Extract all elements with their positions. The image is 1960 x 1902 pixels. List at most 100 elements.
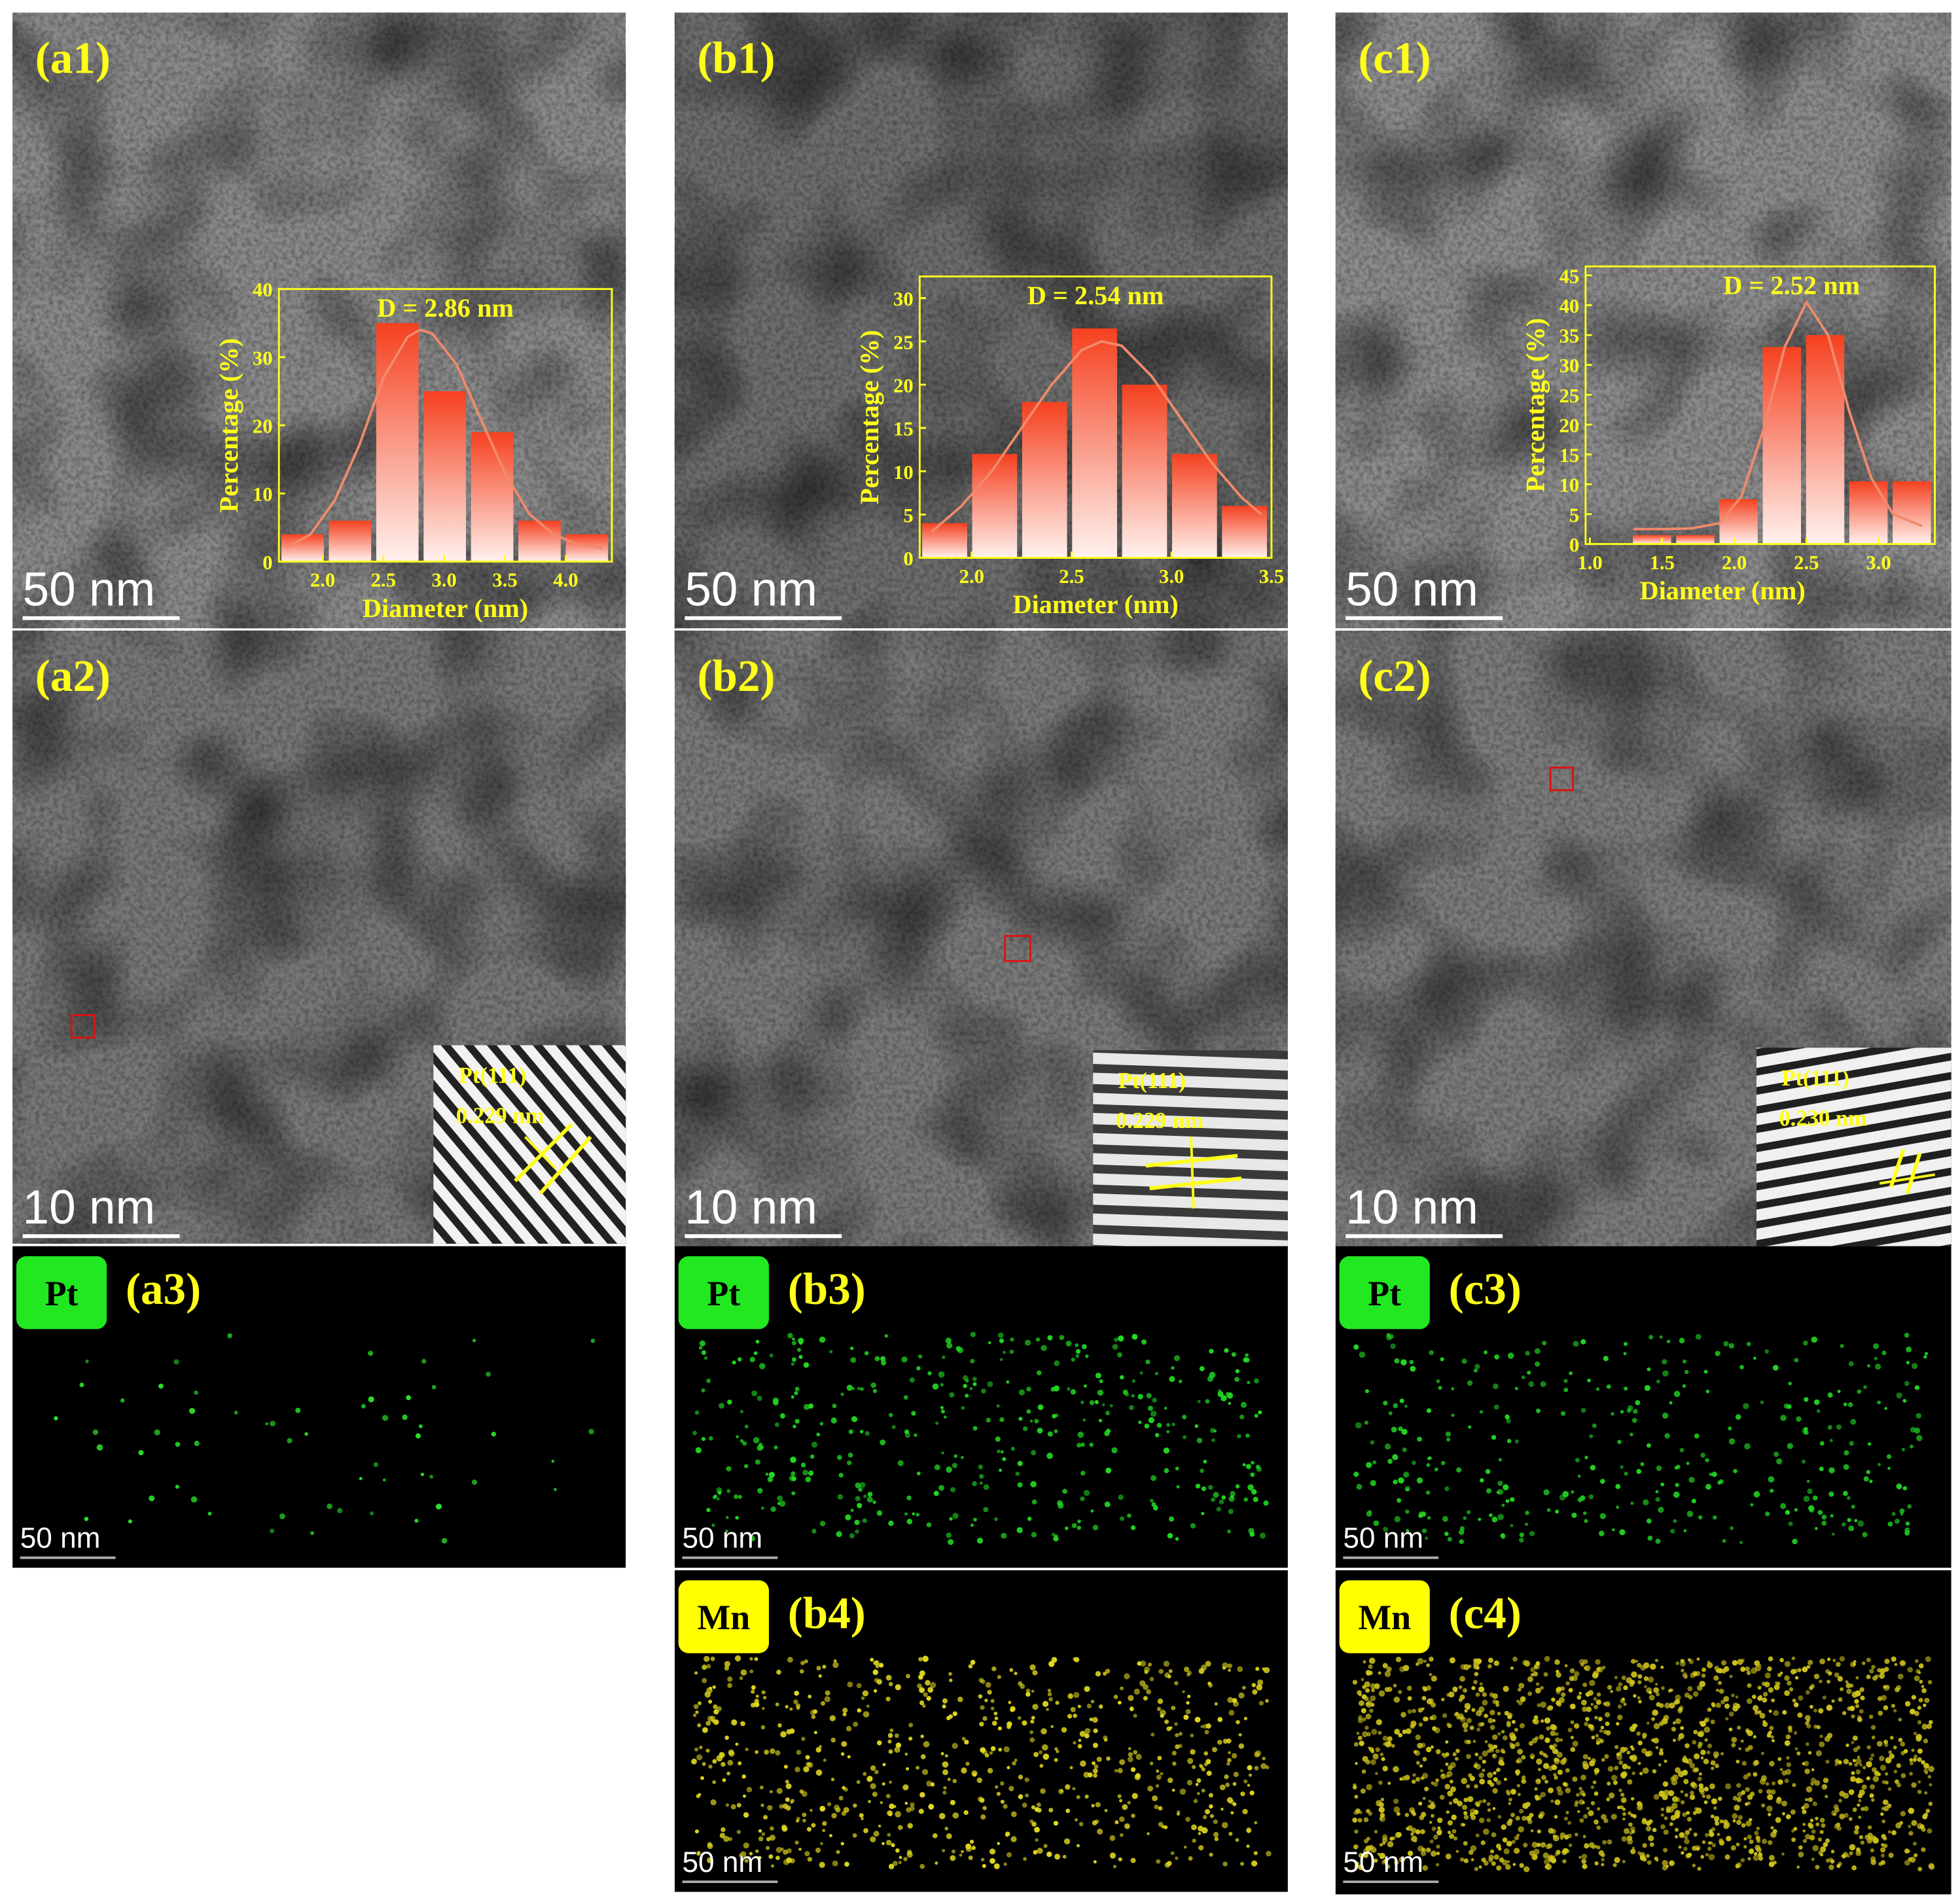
panel-label: (a1)	[35, 33, 111, 83]
eds-dot	[1663, 1714, 1669, 1721]
eds-dot	[120, 1398, 125, 1403]
eds-dot	[1133, 1750, 1138, 1755]
eds-dot	[1581, 1854, 1588, 1859]
eds-dot	[996, 1404, 1000, 1408]
eds-dot	[906, 1519, 913, 1524]
y-tick-label: 5	[1569, 504, 1579, 526]
eds-dot	[1468, 1773, 1472, 1778]
eds-dot	[1562, 1782, 1567, 1787]
eds-dot	[1435, 1778, 1440, 1782]
eds-dot	[848, 1429, 853, 1434]
eds-dot	[795, 1703, 801, 1708]
eds-dot	[727, 1683, 732, 1688]
eds-dot	[1555, 1750, 1559, 1753]
eds-dot	[1784, 1740, 1791, 1746]
eds-dot	[1083, 1384, 1087, 1388]
eds-dot	[1555, 1509, 1559, 1514]
eds-dot	[1511, 1840, 1516, 1844]
eds-dot	[1804, 1397, 1809, 1402]
eds-dot	[1531, 1738, 1538, 1744]
eds-dot	[1682, 1769, 1688, 1776]
eds-dot	[1684, 1793, 1688, 1797]
eds-dot	[1106, 1756, 1111, 1761]
eds-dot	[1554, 1659, 1560, 1665]
eds-dot	[1095, 1802, 1101, 1808]
eds-dot	[753, 1351, 758, 1356]
eds-dot	[707, 1716, 713, 1722]
eds-dot	[1032, 1670, 1038, 1676]
eds-dot	[885, 1674, 892, 1681]
eds-dot	[1222, 1738, 1228, 1744]
eds-dot	[963, 1384, 967, 1388]
eds-dot	[949, 1678, 953, 1682]
eds-dot	[1359, 1740, 1364, 1746]
eds-dot	[1792, 1783, 1796, 1788]
eds-dot	[1753, 1491, 1760, 1498]
eds-dot	[1429, 1656, 1434, 1662]
eds-dot	[1708, 1854, 1715, 1861]
eds-dot	[1669, 1401, 1673, 1405]
eds-dot	[1197, 1791, 1200, 1795]
eds-dot	[694, 1747, 699, 1752]
eds-dot	[1077, 1519, 1081, 1524]
eds-dot	[1029, 1664, 1036, 1671]
eds-dot	[1684, 1835, 1688, 1840]
eds-dot	[694, 1829, 700, 1834]
eds-dot	[1672, 1721, 1676, 1725]
eds-dot	[1884, 1659, 1890, 1664]
eds-dot	[780, 1731, 787, 1738]
eds-dot	[1152, 1398, 1158, 1403]
eds-dot	[1785, 1509, 1791, 1515]
eds-dot	[270, 1420, 276, 1427]
eds-dot	[1428, 1799, 1432, 1803]
eds-dot	[1768, 1861, 1775, 1867]
eds-dot	[1466, 1717, 1472, 1723]
eds-dot	[1803, 1495, 1810, 1502]
eds-dot	[1464, 1709, 1468, 1713]
eds-dot	[1857, 1389, 1862, 1394]
eds-dot	[1589, 1680, 1595, 1687]
eds-dot	[1717, 1480, 1722, 1485]
eds-dot	[1413, 1750, 1417, 1754]
eds-dot	[436, 1504, 442, 1509]
eds-dot	[1640, 1664, 1647, 1671]
eds-dot	[1777, 1797, 1781, 1801]
eds-dot	[1811, 1768, 1815, 1772]
eds-dot	[755, 1459, 760, 1465]
eds-dot	[1698, 1786, 1705, 1793]
eds-dot	[1917, 1789, 1922, 1794]
eds-dot	[906, 1850, 912, 1855]
eds-dot	[1633, 1409, 1638, 1414]
eds-dot	[1874, 1674, 1879, 1679]
eds-dot	[1434, 1727, 1440, 1734]
eds-dot	[1740, 1858, 1745, 1863]
eds-dot	[1355, 1422, 1362, 1429]
eds-dot	[1730, 1845, 1736, 1851]
eds-dot	[1756, 1839, 1761, 1843]
eds-dot	[1164, 1862, 1171, 1868]
eds-dot	[1380, 1797, 1385, 1802]
eds-dot	[1871, 1664, 1876, 1670]
eds-dot	[1862, 1532, 1868, 1538]
eds-dot	[743, 1464, 749, 1469]
eds-dot	[928, 1803, 935, 1810]
eds-dot	[1518, 1808, 1524, 1814]
eds-dot	[1613, 1863, 1617, 1867]
eds-dot	[1826, 1704, 1833, 1711]
eds-dot	[1764, 1672, 1771, 1679]
eds-dot	[1226, 1757, 1232, 1763]
eds-dot	[940, 1405, 944, 1409]
eds-dot	[1654, 1682, 1658, 1686]
scale-bar-label: 50 nm	[1343, 1846, 1423, 1878]
eds-dot	[952, 1711, 957, 1716]
eds-dot	[1528, 1740, 1534, 1746]
eds-dot	[1823, 1842, 1828, 1848]
eds-dot	[1514, 1769, 1521, 1775]
eds-dot	[1711, 1842, 1717, 1848]
eds-dot	[998, 1748, 1003, 1752]
eds-dot	[739, 1410, 743, 1414]
eds-dot	[1523, 1866, 1530, 1873]
eds-dot	[1400, 1712, 1406, 1718]
eds-dot	[1054, 1429, 1058, 1434]
eds-dot	[1887, 1830, 1891, 1834]
